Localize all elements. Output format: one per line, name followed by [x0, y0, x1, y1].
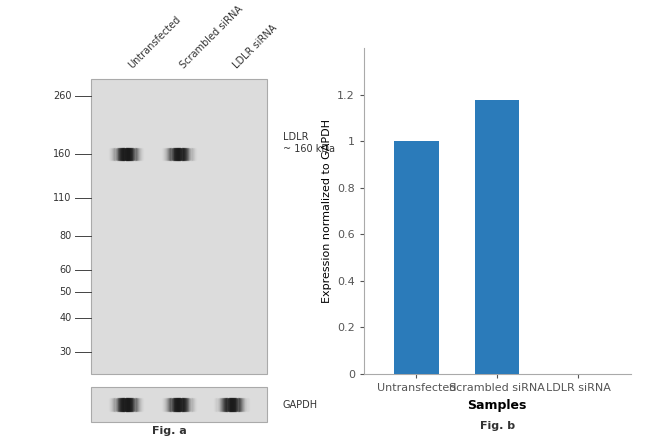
Text: Untransfected: Untransfected: [126, 14, 182, 70]
Text: 80: 80: [59, 231, 72, 241]
Text: 30: 30: [59, 347, 72, 357]
Text: 260: 260: [53, 91, 72, 101]
Text: Fig. a: Fig. a: [151, 425, 187, 436]
Text: 60: 60: [59, 265, 72, 275]
Text: LDLR
~ 160 kDa: LDLR ~ 160 kDa: [283, 132, 335, 154]
Bar: [395, 141, 439, 374]
Text: Fig. b: Fig. b: [480, 421, 515, 431]
Bar: [91, 387, 266, 422]
Text: 50: 50: [59, 287, 72, 297]
Text: Scrambled siRNA: Scrambled siRNA: [179, 4, 245, 70]
Text: 40: 40: [59, 313, 72, 323]
Text: 110: 110: [53, 193, 72, 203]
X-axis label: Samples: Samples: [467, 399, 527, 411]
Y-axis label: Expression normalized to GAPDH: Expression normalized to GAPDH: [322, 119, 332, 303]
Bar: [91, 79, 266, 374]
Text: LDLR siRNA: LDLR siRNA: [231, 23, 279, 70]
Text: 160: 160: [53, 149, 72, 159]
Text: GAPDH: GAPDH: [283, 400, 318, 410]
Bar: [475, 99, 519, 374]
